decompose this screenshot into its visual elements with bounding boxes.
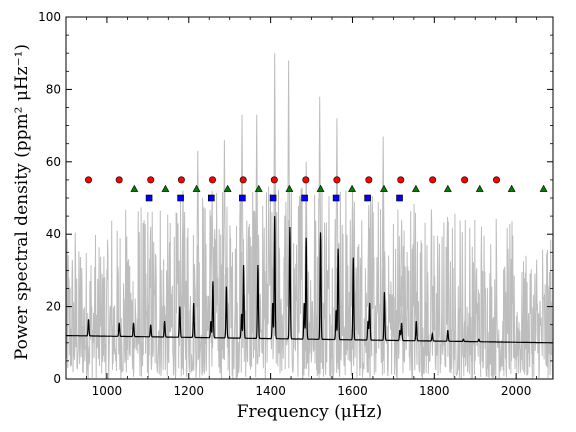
- mode-marker-circle: [333, 176, 341, 184]
- mode-marker-circle: [239, 176, 247, 184]
- mode-marker-circle: [461, 176, 469, 184]
- mode-marker-square: [396, 194, 403, 202]
- raw-spike: [335, 118, 339, 307]
- mode-marker-triangle: [380, 184, 388, 192]
- x-tick-label: 1600: [337, 384, 368, 398]
- x-axis-title: Frequency (μHz): [237, 402, 382, 422]
- mode-marker-triangle: [223, 184, 232, 192]
- mode-marker-triangle: [539, 184, 548, 192]
- raw-spike: [286, 60, 291, 307]
- x-tick-label: 1800: [419, 384, 450, 398]
- raw-spike: [210, 190, 214, 307]
- axes: 1000 1200 1400 1600 1800 2000 0 20 40 60 80 100: [38, 10, 554, 398]
- mode-marker-triangle: [507, 184, 516, 192]
- mode-marker-circle: [365, 176, 373, 184]
- y-axis-title: Power spectral density (ppm² μHz⁻¹): [12, 44, 32, 360]
- mode-marker-circle: [177, 176, 185, 184]
- mode-marker-square: [239, 194, 246, 202]
- y-tick-label: 40: [46, 227, 61, 241]
- plot-area: [66, 53, 553, 379]
- x-tick-label: 1400: [255, 384, 286, 398]
- raw-spike: [273, 53, 277, 307]
- mode-marker-circle: [302, 176, 310, 184]
- y-tick-label: 20: [46, 300, 61, 314]
- mode-marker-square: [207, 194, 215, 202]
- mode-marker-triangle: [316, 184, 325, 192]
- mode-marker-triangle: [192, 184, 201, 192]
- mode-marker-circle: [209, 176, 217, 184]
- x-tick-label: 2000: [501, 384, 532, 398]
- mode-marker-circle: [493, 176, 501, 184]
- raw-spike: [181, 190, 185, 307]
- mode-marker-circle: [429, 176, 437, 184]
- raw-spike: [196, 150, 200, 307]
- mode-marker-circle: [115, 176, 123, 184]
- mode-marker-circle: [147, 176, 155, 184]
- raw-spike: [367, 205, 371, 307]
- mode-marker-triangle: [443, 184, 452, 192]
- y-tick-label: 100: [38, 10, 61, 24]
- raw-spike: [255, 114, 259, 307]
- mode-marker-square: [269, 194, 277, 202]
- mode-marker-triangle: [411, 184, 420, 192]
- mode-marker-triangle: [254, 184, 263, 192]
- raw-spike: [240, 114, 244, 307]
- y-tick-label: 60: [46, 155, 61, 169]
- raw-spectrum-line: [66, 185, 553, 379]
- mode-marker-square: [364, 194, 371, 202]
- raw-spike: [222, 140, 227, 307]
- mode-marker-triangle: [348, 184, 356, 192]
- y-tick-label: 0: [53, 372, 61, 386]
- mode-marker-square: [301, 194, 308, 202]
- y-tick-label: 80: [46, 82, 61, 96]
- raw-spike: [399, 219, 404, 307]
- mode-marker-triangle: [130, 184, 139, 192]
- mode-marker-triangle: [285, 184, 294, 192]
- raw-spike: [381, 136, 385, 307]
- mode-marker-triangle: [475, 184, 484, 192]
- mode-marker-triangle: [161, 184, 170, 192]
- smoothed-spectrum-line: [66, 216, 553, 344]
- mode-marker-square: [332, 194, 340, 202]
- mode-marker-circle: [397, 176, 405, 184]
- mode-marker-circle: [270, 176, 278, 184]
- x-tick-label: 1200: [173, 384, 204, 398]
- mode-marker-circle: [85, 176, 93, 184]
- mode-marker-square: [177, 194, 184, 202]
- x-tick-label: 1000: [92, 384, 123, 398]
- mode-marker-square: [145, 194, 153, 202]
